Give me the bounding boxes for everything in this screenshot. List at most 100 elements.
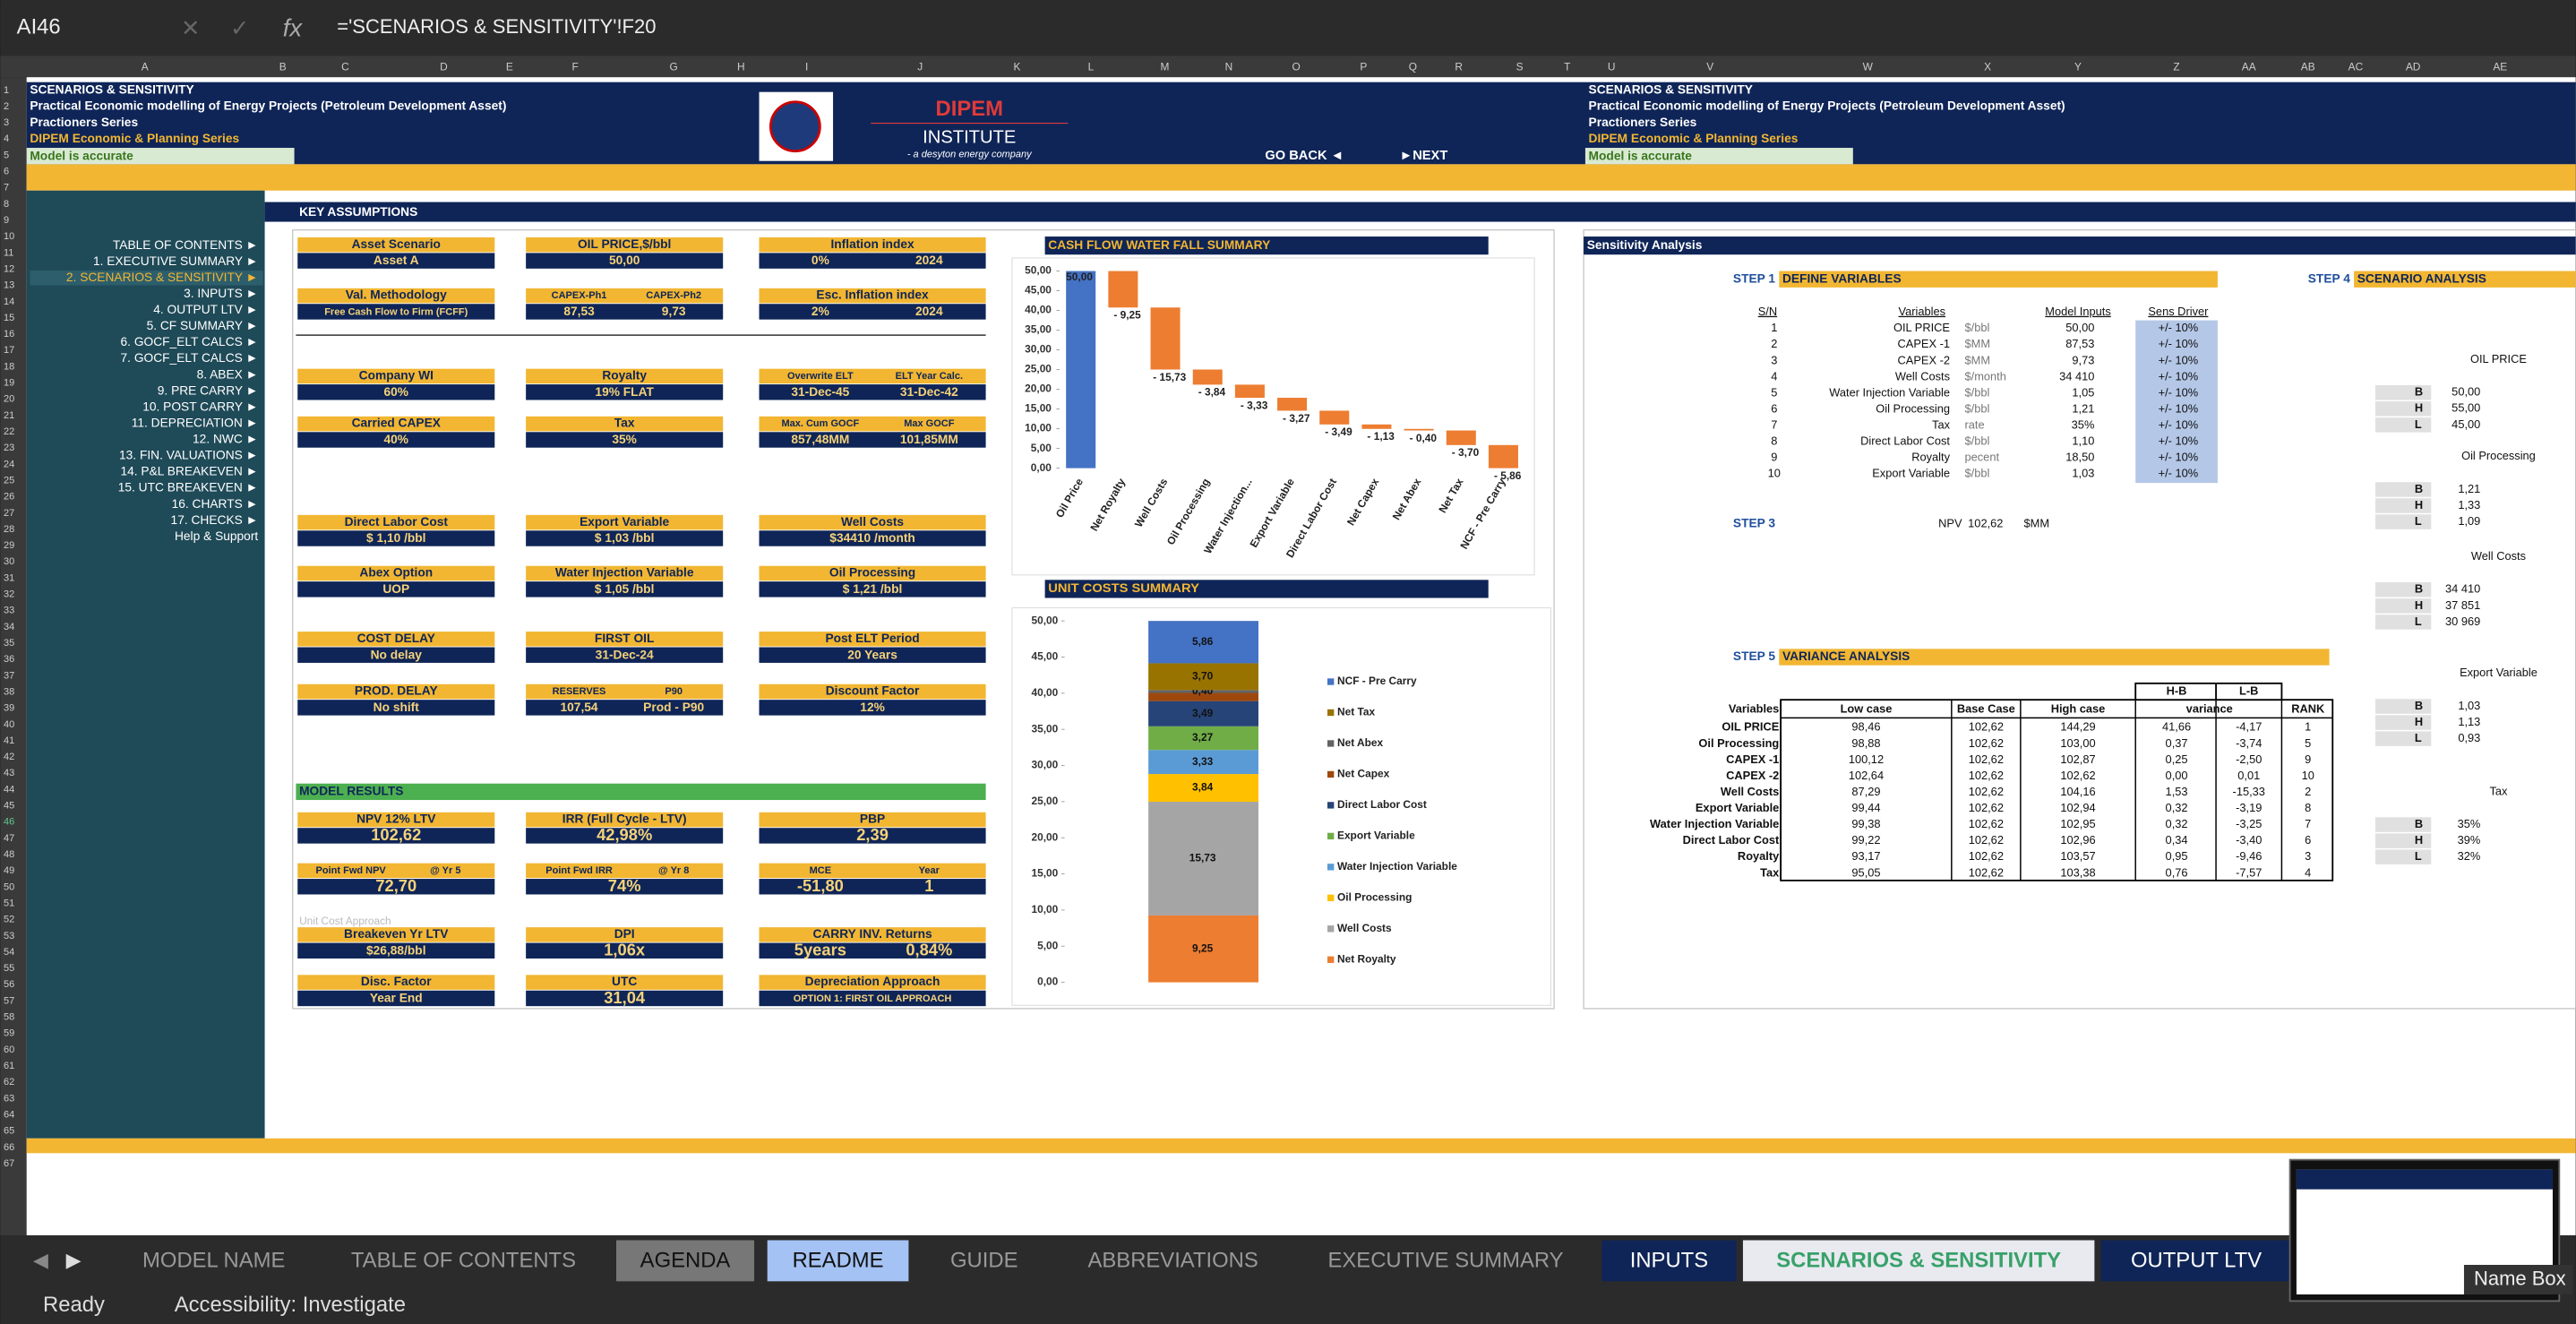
toc-link[interactable]: 16. CHARTS ►	[172, 497, 259, 511]
scenario-group-title: Oil Processing	[2461, 449, 2536, 462]
card-label-bg	[759, 288, 986, 304]
card-label-bg	[759, 683, 986, 700]
sheet-tab-label[interactable]: EXECUTIVE SUMMARY	[1328, 1249, 1564, 1273]
table-header: High case	[2051, 702, 2106, 716]
sheet-tab-label[interactable]: INPUTS	[1630, 1249, 1708, 1273]
row-header: 37	[4, 670, 14, 681]
toc-link[interactable]: TABLE OF CONTENTS ►	[113, 238, 258, 252]
card-label: Asset Scenario	[352, 237, 441, 251]
row-header: 43	[4, 768, 14, 778]
toc-link[interactable]: 8. ABEX ►	[197, 367, 259, 381]
chart-title: CASH FLOW WATER FALL SUMMARY	[1048, 238, 1270, 252]
header-line: Practical Economic modelling of Energy P…	[1589, 99, 2065, 113]
card-value-bg	[297, 647, 495, 663]
stacked-segment	[1148, 692, 1258, 701]
column-header: E	[506, 60, 513, 73]
table-cell: 102,62	[1969, 865, 2004, 879]
card-label: Year	[919, 865, 940, 876]
card-value: 9,73	[662, 305, 686, 318]
sheet-tab-label[interactable]: ABBREVIATIONS	[1088, 1249, 1258, 1273]
toc-link[interactable]: 11. DEPRECIATION ►	[132, 416, 258, 429]
sheet-tab-label[interactable]: MODEL NAME	[142, 1249, 285, 1273]
card-value: $ 1,21 /bbl	[843, 582, 902, 596]
scenario-case: L	[2415, 615, 2422, 628]
card-value: No shift	[374, 701, 420, 714]
toc-link[interactable]: Help & Support	[175, 529, 258, 543]
header-line: SCENARIOS & SENSITIVITY	[30, 82, 193, 96]
scenario-value: 32%	[2458, 849, 2481, 863]
toc-link[interactable]: 12. NWC ►	[193, 433, 258, 446]
table-cell: 8	[2305, 801, 2311, 814]
row-header: 42	[4, 752, 14, 762]
card-label: Tax	[614, 417, 635, 430]
table-cell: 103,00	[2060, 736, 2095, 750]
next-button[interactable]: ►NEXT	[1400, 149, 1448, 163]
table-cell: 0,32	[2166, 817, 2188, 830]
card-value-bg	[759, 942, 986, 959]
toc-link[interactable]: 3. INPUTS ►	[184, 287, 258, 300]
sheet-tab-label[interactable]: SCENARIOS & SENSITIVITY	[1776, 1249, 2061, 1273]
scenario-value: 1,33	[2458, 498, 2480, 512]
table-cell: 35%	[2072, 418, 2095, 432]
card-value-bg	[526, 304, 724, 320]
y-tick-label: 0,00	[1031, 461, 1052, 474]
row-header: 63	[4, 1093, 14, 1104]
header-line: Practioners Series	[30, 116, 138, 129]
table-cell: 87,29	[1851, 785, 1880, 798]
table-cell: 10	[2302, 769, 2314, 782]
row-header: 62	[4, 1077, 14, 1088]
card-value-bg	[297, 253, 495, 269]
table-cell: -3,74	[2236, 736, 2262, 750]
sheet-tab-label[interactable]: GUIDE	[950, 1249, 1018, 1273]
row-header: 36	[4, 654, 14, 665]
toc-link[interactable]: 17. CHECKS ►	[171, 513, 259, 527]
card-value-bg	[759, 432, 986, 448]
toc-link[interactable]: 6. GOCF_ELT CALCS ►	[121, 335, 259, 348]
sheet-tab-label[interactable]: AGENDA	[640, 1249, 731, 1273]
sheet-tab-label[interactable]: OUTPUT LTV	[2131, 1249, 2262, 1273]
toc-link[interactable]: 10. POST CARRY ►	[142, 400, 258, 413]
accessibility-status[interactable]: Accessibility: Investigate	[175, 1293, 406, 1317]
toc-link[interactable]: 4. OUTPUT LTV ►	[153, 303, 258, 316]
data-label: 3,49	[1192, 707, 1214, 719]
sheet-tab-label[interactable]: TABLE OF CONTENTS	[351, 1249, 576, 1273]
npv-value: 102,62	[1968, 516, 2003, 529]
toc-link[interactable]: 9. PRE CARRY ►	[158, 383, 258, 397]
card-label-bg	[759, 236, 986, 253]
data-label: - 0,40	[1410, 432, 1438, 444]
card-value: 31-Dec-24	[596, 648, 654, 661]
toc-link[interactable]: 14. P&L BREAKEVEN ►	[121, 465, 259, 478]
sheet-tab	[615, 1240, 755, 1282]
go-back-button[interactable]: GO BACK ◄	[1265, 149, 1344, 163]
scenario-letter-bg	[2374, 849, 2432, 864]
table-cell: 0,76	[2166, 865, 2188, 879]
y-tick-label: 15,00	[1031, 867, 1058, 880]
column-header: G	[670, 60, 678, 73]
step-label: STEP 3	[1733, 517, 1775, 530]
column-header: C	[341, 60, 349, 73]
row-header: 20	[4, 394, 14, 405]
tab-scroll-left[interactable]: ◀	[33, 1249, 48, 1271]
card-value-bg	[759, 990, 986, 1007]
table-cell: 102,62	[1969, 720, 2004, 734]
toc-link[interactable]: 7. GOCF_ELT CALCS ►	[121, 351, 259, 365]
card-label-bg	[297, 565, 495, 581]
tab-scroll-right[interactable]: ▶	[66, 1249, 82, 1271]
scenario-case: L	[2415, 417, 2422, 431]
group-header: L-B	[2239, 683, 2258, 697]
toc-link[interactable]: 15. UTC BREAKEVEN ►	[118, 481, 259, 494]
row-header: 61	[4, 1061, 14, 1071]
card-value: 87,53	[563, 305, 595, 318]
card-label-bg	[526, 632, 724, 647]
toc-link[interactable]: 13. FIN. VALUATIONS ►	[119, 449, 258, 462]
toc-link[interactable]: 2. SCENARIOS & SENSITIVITY ►	[66, 271, 258, 284]
card-value-bg	[297, 942, 495, 959]
toc-link[interactable]: 5. CF SUMMARY ►	[147, 319, 259, 332]
tooltip: Name Box	[2474, 1267, 2566, 1289]
card-value: Year End	[370, 992, 423, 1005]
toc-link[interactable]: 1. EXECUTIVE SUMMARY ►	[93, 254, 258, 268]
card-value-bg	[759, 828, 986, 844]
y-tick-label: 45,00	[1025, 284, 1052, 297]
sheet-tab-label[interactable]: README	[793, 1249, 884, 1273]
header-line: Practioners Series	[1589, 116, 1697, 129]
